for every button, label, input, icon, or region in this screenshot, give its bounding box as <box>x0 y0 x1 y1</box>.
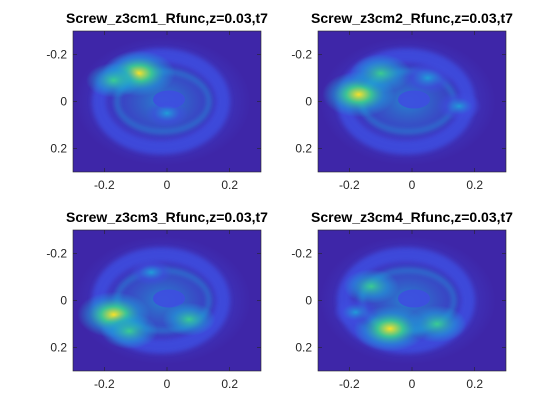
x-tick-label: 0 <box>164 377 171 391</box>
y-tick-label: 0.2 <box>50 142 67 156</box>
y-axis-ticks: -0.2 0 0.2 <box>291 48 506 156</box>
subplot-panel-1: Screw_z3cm1_Rfunc,z=0.03,t7 -0.2 0 0.2 -0.… <box>46 10 268 192</box>
subplot-panel-4: Screw_z3cm4_Rfunc,z=0.03,t7 -0.2 0 0.2 -0.… <box>291 209 513 391</box>
x-tick-label: 0.2 <box>221 178 238 192</box>
hotspot <box>86 62 142 98</box>
hotspot <box>343 268 399 304</box>
y-tick-label: 0 <box>305 294 312 308</box>
hotspot <box>130 259 173 286</box>
subplot-title: Screw_z3cm4_Rfunc,z=0.03,t7 <box>311 209 513 225</box>
y-tick-label: -0.2 <box>46 247 67 261</box>
heatmap-plot-area <box>73 31 261 172</box>
subplot-title: Screw_z3cm2_Rfunc,z=0.03,t7 <box>311 10 513 26</box>
axes-frame <box>72 30 262 173</box>
y-axis-ticks: -0.2 0 0.2 <box>46 247 261 355</box>
x-tick-label: -0.2 <box>94 377 115 391</box>
center-low-region <box>153 289 185 308</box>
x-tick-label: 0.2 <box>466 178 483 192</box>
hotspot <box>350 54 412 93</box>
hotspot <box>162 302 216 337</box>
y-tick-label: -0.2 <box>46 48 67 62</box>
axes-frame <box>317 30 507 173</box>
x-axis-ticks: -0.2 0 0.2 <box>339 31 483 192</box>
x-tick-label: -0.2 <box>339 178 360 192</box>
heatmap-plot-area <box>318 230 506 371</box>
axes-frame <box>317 229 507 372</box>
x-axis-ticks: -0.2 0 0.2 <box>94 230 238 391</box>
subplot-title: Screw_z3cm1_Rfunc,z=0.03,t7 <box>66 10 268 26</box>
x-axis-ticks: -0.2 0 0.2 <box>94 31 238 192</box>
y-axis-ticks: -0.2 0 0.2 <box>291 247 506 355</box>
x-axis-ticks: -0.2 0 0.2 <box>339 230 483 391</box>
hotspot <box>401 61 454 95</box>
y-tick-label: 0.2 <box>50 341 67 355</box>
hotspot <box>332 297 379 327</box>
x-tick-label: 0 <box>409 178 416 192</box>
subplot-panel-3: Screw_z3cm3_Rfunc,z=0.03,t7 -0.2 0 0.2 -0.… <box>46 209 268 391</box>
hotspot <box>407 305 467 343</box>
y-tick-label: 0.2 <box>295 142 312 156</box>
y-tick-label: 0 <box>60 294 67 308</box>
y-tick-label: -0.2 <box>291 48 312 62</box>
x-tick-label: -0.2 <box>94 178 115 192</box>
x-tick-label: 0 <box>409 377 416 391</box>
heatmap-plot-area <box>318 31 506 172</box>
axes-frame <box>72 229 262 372</box>
y-axis-ticks: -0.2 0 0.2 <box>46 48 261 156</box>
subplot-title: Screw_z3cm3_Rfunc,z=0.03,t7 <box>66 209 268 225</box>
subplot-panel-2: Screw_z3cm2_Rfunc,z=0.03,t7 -0.2 0 0.2 -0.… <box>291 10 513 192</box>
x-tick-label: 0.2 <box>221 377 238 391</box>
hotspot <box>145 99 189 128</box>
y-tick-label: -0.2 <box>291 247 312 261</box>
y-tick-label: 0 <box>60 95 67 109</box>
center-low-region <box>398 289 430 308</box>
y-tick-label: 0.2 <box>295 341 312 355</box>
center-low-region <box>398 90 430 109</box>
y-tick-label: 0 <box>305 95 312 109</box>
x-tick-label: 0.2 <box>466 377 483 391</box>
hotspot <box>100 312 159 350</box>
x-tick-label: -0.2 <box>339 377 360 391</box>
heatmap-plot-area <box>73 230 261 371</box>
x-tick-label: 0 <box>164 178 171 192</box>
hotspot <box>436 91 482 121</box>
